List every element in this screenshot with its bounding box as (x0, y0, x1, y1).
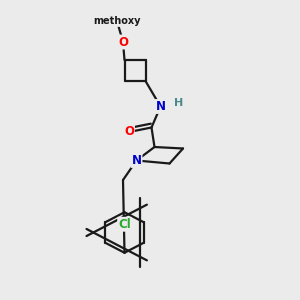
Text: Cl: Cl (118, 218, 131, 231)
Text: O: O (124, 125, 134, 139)
Text: O: O (118, 35, 128, 49)
Text: N: N (155, 100, 166, 113)
Text: methoxy: methoxy (93, 16, 141, 26)
Text: N: N (131, 154, 142, 167)
Text: methoxy: methoxy (93, 16, 141, 26)
Text: H: H (174, 98, 183, 109)
